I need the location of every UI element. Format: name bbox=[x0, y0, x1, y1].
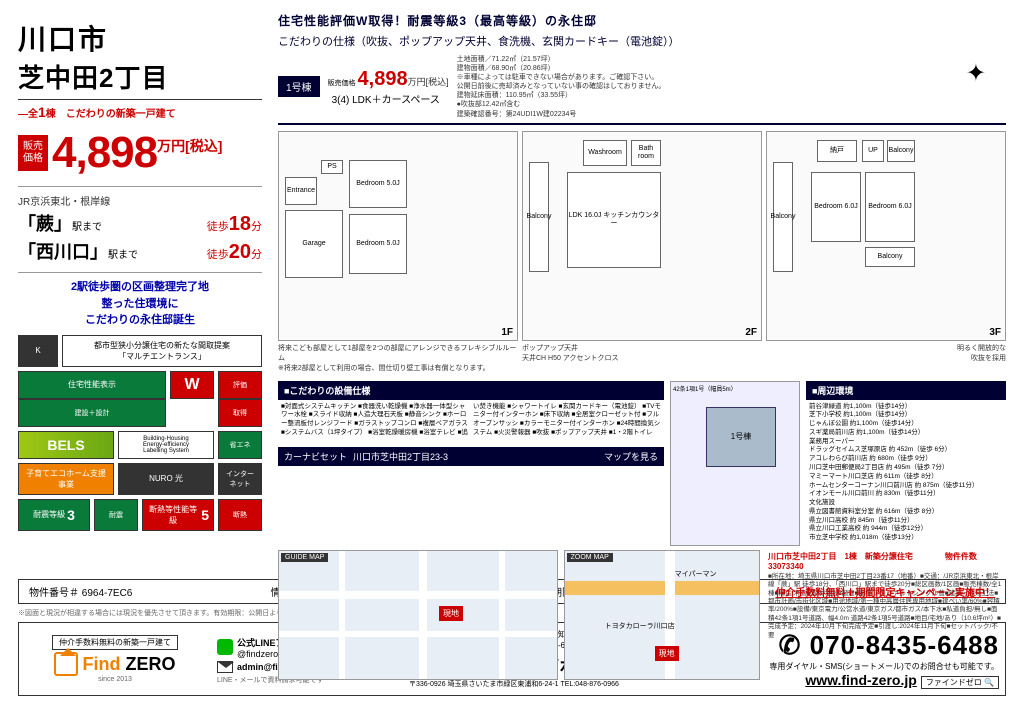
room: Bedroom 5.0J bbox=[349, 214, 407, 274]
badge-perf: 住宅性能表示 bbox=[18, 371, 166, 399]
room: Bedroom 5.0J bbox=[349, 160, 407, 208]
room: Entrance bbox=[285, 177, 317, 205]
findzero-icon bbox=[54, 652, 78, 676]
mail-icon bbox=[217, 661, 233, 673]
promo-line-1: 住宅性能評価W取得！耐震等級3（最高等級）の永住邸 bbox=[278, 12, 1006, 29]
building-tag: 1号棟 bbox=[278, 76, 320, 97]
badge-eval: 評価 bbox=[218, 371, 262, 399]
right-panel: 住宅性能評価W取得！耐震等級3（最高等級）の永住邸 こだわりの仕様（吹抜、ポップ… bbox=[270, 0, 1024, 575]
room: UP bbox=[862, 140, 884, 162]
room: 納戸 bbox=[817, 140, 857, 162]
address-bar: カーナビセット 川口市芝中田2丁目23-3 マップを見る bbox=[278, 447, 664, 466]
line-icon bbox=[217, 639, 233, 655]
phone-number[interactable]: ✆ 070-8435-6488 bbox=[769, 630, 999, 661]
price-value: 4,898 bbox=[52, 128, 157, 178]
building-header: 1号棟 販売価格 4,898万円[税込] 3(4) LDK＋カースペース 土地面… bbox=[278, 55, 1006, 125]
room: Balcony bbox=[887, 140, 915, 162]
compass-icon: ✦ bbox=[966, 59, 986, 88]
district: 芝中田2丁目 bbox=[18, 58, 262, 95]
train-access: JR京浜東北・根岸線 「蕨」駅まで 徒歩18分 「西川口」駅まで 徒歩20分 bbox=[18, 186, 262, 273]
room: Balcony bbox=[773, 162, 793, 272]
floor-plans: 1F EntranceGarageBedroom 5.0JBedroom 5.0… bbox=[278, 131, 1006, 341]
map-link[interactable]: マップを見る bbox=[604, 450, 658, 463]
floor-plan-2f: 2F WashroomBath roomLDK 16.0J キッチンカウンターB… bbox=[522, 131, 762, 341]
badge-bels: BELS bbox=[18, 431, 114, 459]
price-unit: 万円[税込] bbox=[157, 136, 222, 156]
badges: K 都市型狭小分譲住宅の新たな間取提案 「マルチエントランス」 住宅性能表示 W… bbox=[18, 335, 262, 531]
zoom-map: ZOOM MAP マイパーマン トヨタカローラ川口店 現地 bbox=[564, 550, 760, 680]
site-plan: 1号棟 42条1項1号（幅員5m） bbox=[670, 381, 800, 546]
room: Bedroom 6.0J bbox=[865, 172, 915, 242]
badge-eco: 省エネ bbox=[218, 431, 262, 459]
room: Bath room bbox=[631, 140, 661, 166]
catch-copy: 2駅徒歩圏の区画整理完了地 整った住環境に こだわりの永住邸誕生 bbox=[18, 279, 262, 329]
badge-k-icon: K bbox=[18, 335, 58, 367]
badge-quake: 耐震等級3 bbox=[18, 499, 90, 531]
promo-line-2: こだわりの仕様（吹抜、ポップアップ天井、食洗機、玄関カードキー（電池錠）） bbox=[278, 33, 1006, 49]
badge-multi: 都市型狭小分譲住宅の新たな間取提案 「マルチエントランス」 bbox=[62, 335, 262, 367]
room: Balcony bbox=[529, 162, 549, 272]
tel-block: ✆ 070-8435-6488 専用ダイヤル・SMS(ショートメール)でのお問合… bbox=[769, 630, 999, 688]
findzero-logo-block: 仲介手数料無料の新築一戸建て Find ZERO since 2013 bbox=[25, 635, 205, 683]
price-block: 販売価格 4,898 万円[税込] bbox=[18, 128, 262, 178]
spec-column: ■こだわりの設備仕様 ■対面式システムキッチン ■食器洗い乾燥機 ■浄水器一体型… bbox=[278, 381, 664, 546]
env-column: ■周辺環境 前谷津緑道 約1,100m（徒歩14分） 芝下小学校 約1,100m… bbox=[806, 381, 1006, 546]
floor-plan-1f: 1F EntranceGarageBedroom 5.0JBedroom 5.0… bbox=[278, 131, 518, 341]
city: 川口市 bbox=[18, 18, 262, 58]
subhead: ―全1棟 こだわりの新築一戸建て bbox=[18, 104, 262, 120]
room: PS bbox=[321, 160, 343, 174]
map-pin: 現地 bbox=[655, 646, 679, 661]
left-panel: 川口市 芝中田2丁目 ―全1棟 こだわりの新築一戸建て 販売価格 4,898 万… bbox=[0, 0, 270, 575]
website-url[interactable]: www.find-zero.jp bbox=[805, 672, 916, 688]
price-label: 販売価格 bbox=[18, 135, 48, 171]
badge-heat: 断熱等性能等級5 bbox=[142, 499, 214, 531]
specs-mini: 土地面積／71.22㎡（21.57坪） 建物面積／68.90㎡（20.86坪） … bbox=[457, 55, 1006, 119]
room: Balcony bbox=[865, 247, 915, 267]
room: LDK 16.0J キッチンカウンター bbox=[567, 172, 661, 268]
badge-nuro: NURO 光 bbox=[118, 463, 214, 495]
badge-w: W bbox=[170, 371, 214, 399]
guide-map: GUIDE MAP 現地 bbox=[278, 550, 558, 680]
floor-plan-3f: 3F 納戸UPBalconyBedroom 6.0JBedroom 6.0JBa… bbox=[766, 131, 1006, 341]
map-pin: 現地 bbox=[439, 606, 463, 621]
room: Washroom bbox=[583, 140, 627, 166]
campaign-text: 仲介手数料無料＋期間限定キャンペーン実施中！ bbox=[754, 584, 996, 599]
badge-ecohome: 子育てエコホーム支援事業 bbox=[18, 463, 114, 495]
room: Garage bbox=[285, 210, 343, 278]
room: Bedroom 6.0J bbox=[811, 172, 861, 242]
